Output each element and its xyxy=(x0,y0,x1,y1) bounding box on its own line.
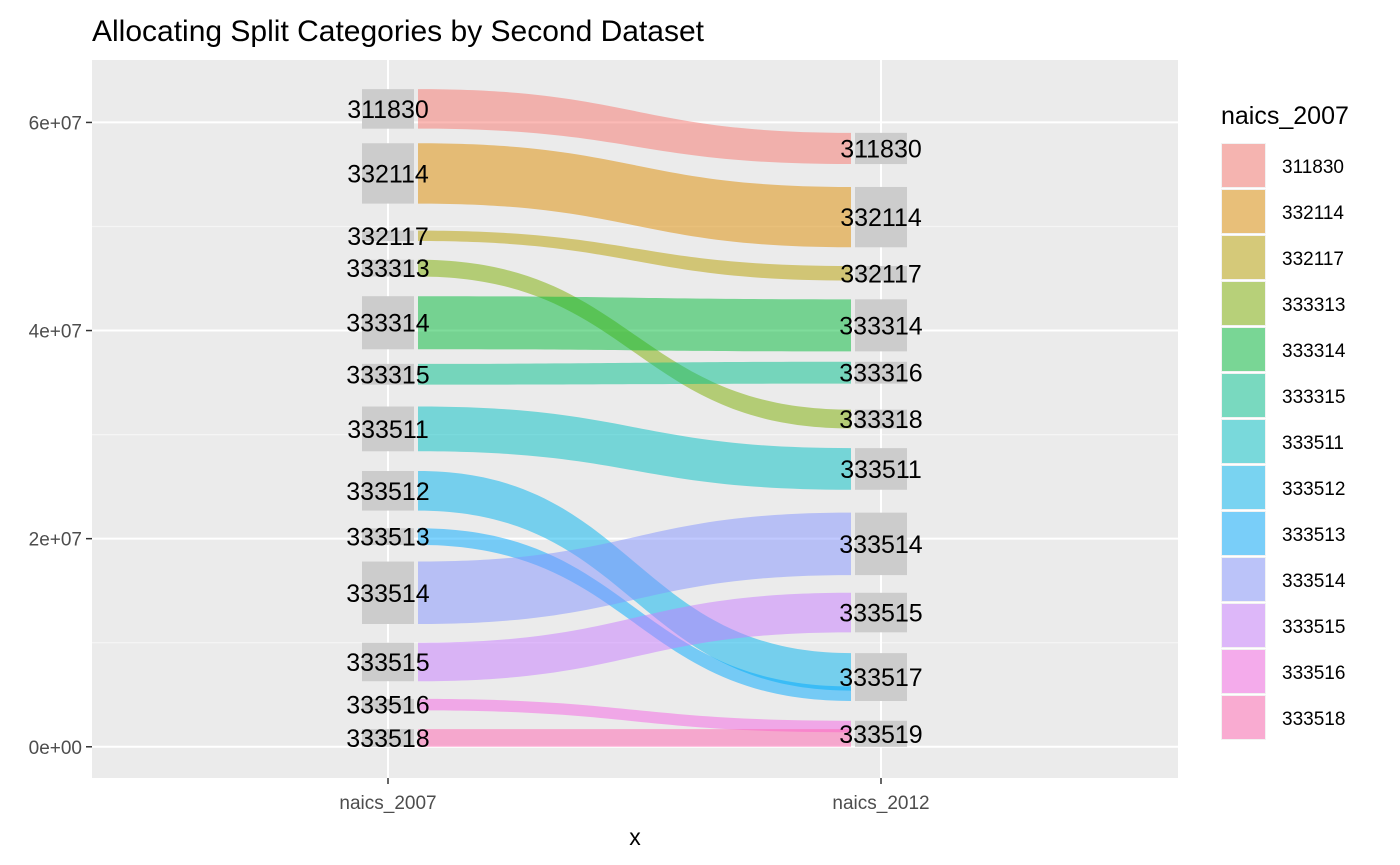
stratum-label-naics-2007-332117: 332117 xyxy=(347,223,429,251)
legend-title: naics_2007 xyxy=(1221,102,1349,130)
stratum-box-naics-2007-333314 xyxy=(362,296,414,350)
chart-title: Allocating Split Categories by Second Da… xyxy=(92,15,705,48)
legend-label-333518: 333518 xyxy=(1282,709,1345,730)
flow-333514-333514 xyxy=(418,512,851,624)
stratum-box-naics-2007-333516 xyxy=(362,698,414,711)
legend-swatch-333512 xyxy=(1222,466,1265,509)
stratum-label-naics-2007-333518: 333518 xyxy=(346,725,429,753)
x-tick-label: naics_2012 xyxy=(832,793,929,814)
stratum-label-naics-2007-333514: 333514 xyxy=(346,580,430,608)
legend-label-332117: 332117 xyxy=(1282,249,1344,270)
stratum-label-naics-2012-333316: 333316 xyxy=(839,360,922,388)
legend-swatch-333514 xyxy=(1222,558,1265,601)
stratum-label-naics-2007-333515: 333515 xyxy=(346,649,429,677)
stratum-box-naics-2012-333515 xyxy=(855,592,907,633)
legend-swatch-311830 xyxy=(1222,144,1265,187)
legend-swatch-333518 xyxy=(1222,696,1265,739)
x-axis: naics_2007 naics_2012 xyxy=(339,778,930,814)
legend-label-333515: 333515 xyxy=(1282,617,1345,638)
legend-swatch-333315 xyxy=(1222,374,1265,417)
stratum-box-naics-2012-333511 xyxy=(855,448,907,490)
stratum-label-naics-2012-332117: 332117 xyxy=(840,260,922,288)
y-tick-label: 0e+00 xyxy=(29,738,82,759)
stratum-label-naics-2007-333513: 333513 xyxy=(346,524,429,552)
legend-label-333516: 333516 xyxy=(1282,663,1345,684)
stratum-box-naics-2007-332117 xyxy=(362,230,414,242)
flow-333513-333517 xyxy=(418,528,851,701)
stratum-label-naics-2012-333511: 333511 xyxy=(840,456,922,484)
y-tick-label: 4e+07 xyxy=(29,322,82,343)
x-axis-title: x xyxy=(629,824,641,850)
flow-333315-333316 xyxy=(418,361,851,385)
legend-swatch-332114 xyxy=(1222,190,1265,233)
stratum-label-naics-2012-333515: 333515 xyxy=(839,600,922,628)
legend-swatch-333313 xyxy=(1222,282,1265,325)
legend-swatch-333516 xyxy=(1222,650,1265,693)
legend: naics_2007 311830 332114 332117 333313 333314… xyxy=(1221,102,1349,740)
x-tick-label: naics_2007 xyxy=(339,793,436,814)
stratum-label-naics-2012-333318: 333318 xyxy=(839,406,922,434)
flow-333314-333314 xyxy=(418,296,851,352)
flow-311830-311830 xyxy=(418,89,851,165)
legend-label-333314: 333314 xyxy=(1282,341,1346,362)
stratum-box-naics-2012-332117 xyxy=(855,266,907,281)
legend-label-333511: 333511 xyxy=(1282,433,1344,454)
flow-332117-332117 xyxy=(418,230,851,281)
flow-333516-333519 xyxy=(418,698,851,733)
stratum-box-naics-2007-333518 xyxy=(362,729,414,747)
stratum-label-naics-2007-333516: 333516 xyxy=(346,692,429,720)
stratum-box-naics-2007-333513 xyxy=(362,528,414,545)
stratum-box-naics-2012-333514 xyxy=(855,512,907,576)
legend-label-311830: 311830 xyxy=(1282,157,1344,178)
stratum-label-naics-2012-332114: 332114 xyxy=(840,204,922,232)
legend-label-333514: 333514 xyxy=(1282,571,1346,592)
legend-swatch-333513 xyxy=(1222,512,1265,555)
stratum-label-naics-2012-333519: 333519 xyxy=(839,721,922,749)
legend-swatch-332117 xyxy=(1222,236,1265,279)
stratum-box-naics-2007-332114 xyxy=(362,143,414,204)
stratum-label-naics-2007-333512: 333512 xyxy=(346,478,429,506)
legend-swatch-333515 xyxy=(1222,604,1265,647)
stratum-box-naics-2007-333515 xyxy=(362,642,414,682)
stratum-box-naics-2007-333511 xyxy=(362,406,414,452)
flow-333518-333519 xyxy=(418,729,851,747)
stratum-label-naics-2007-311830: 311830 xyxy=(347,96,429,124)
stratum-box-naics-2007-333514 xyxy=(362,561,414,624)
stratum-box-naics-2007-333512 xyxy=(362,471,414,511)
legend-swatch-333314 xyxy=(1222,328,1265,371)
stratum-box-naics-2012-333517 xyxy=(855,653,907,701)
flow-332114-332114 xyxy=(418,143,851,248)
stratum-box-naics-2007-333315 xyxy=(362,363,414,385)
legend-label-333513: 333513 xyxy=(1282,525,1345,546)
stratum-box-naics-2007-311830 xyxy=(362,89,414,129)
legend-swatch-333511 xyxy=(1222,420,1265,463)
legend-label-333315: 333315 xyxy=(1282,387,1345,408)
stratum-label-naics-2007-333313: 333313 xyxy=(346,255,429,283)
legend-label-333313: 333313 xyxy=(1282,295,1345,316)
legend-label-333512: 333512 xyxy=(1282,479,1345,500)
stratum-label-naics-2012-311830: 311830 xyxy=(840,135,922,163)
legend-label-332114: 332114 xyxy=(1282,203,1344,224)
stratum-label-naics-2012-333517: 333517 xyxy=(839,664,922,692)
stratum-box-naics-2007-333313 xyxy=(362,259,414,277)
stratum-label-naics-2012-333314: 333314 xyxy=(839,312,923,340)
stratum-box-naics-2012-333318 xyxy=(855,409,907,429)
stratum-box-naics-2012-332114 xyxy=(855,186,907,248)
stratum-label-naics-2012-333514: 333514 xyxy=(839,531,923,559)
stratum-label-naics-2007-332114: 332114 xyxy=(347,160,429,188)
y-tick-label: 6e+07 xyxy=(29,113,82,134)
stratum-box-naics-2012-333519 xyxy=(855,720,907,747)
y-tick-label: 2e+07 xyxy=(29,530,82,551)
stratum-box-naics-2012-311830 xyxy=(855,132,907,165)
flow-333511-333511 xyxy=(418,406,851,490)
stratum-label-naics-2007-333315: 333315 xyxy=(346,361,429,389)
y-axis: 0e+00 2e+07 4e+07 6e+07 xyxy=(29,113,92,759)
stratum-label-naics-2007-333314: 333314 xyxy=(346,310,430,338)
stratum-box-naics-2012-333316 xyxy=(855,361,907,384)
flow-333515-333515 xyxy=(418,592,851,682)
plot-panel: 311830 332114 332117 333313 333314 333315 3335… xyxy=(92,60,1178,778)
stratum-box-naics-2012-333314 xyxy=(855,299,907,352)
stratum-label-naics-2007-333511: 333511 xyxy=(347,416,429,444)
